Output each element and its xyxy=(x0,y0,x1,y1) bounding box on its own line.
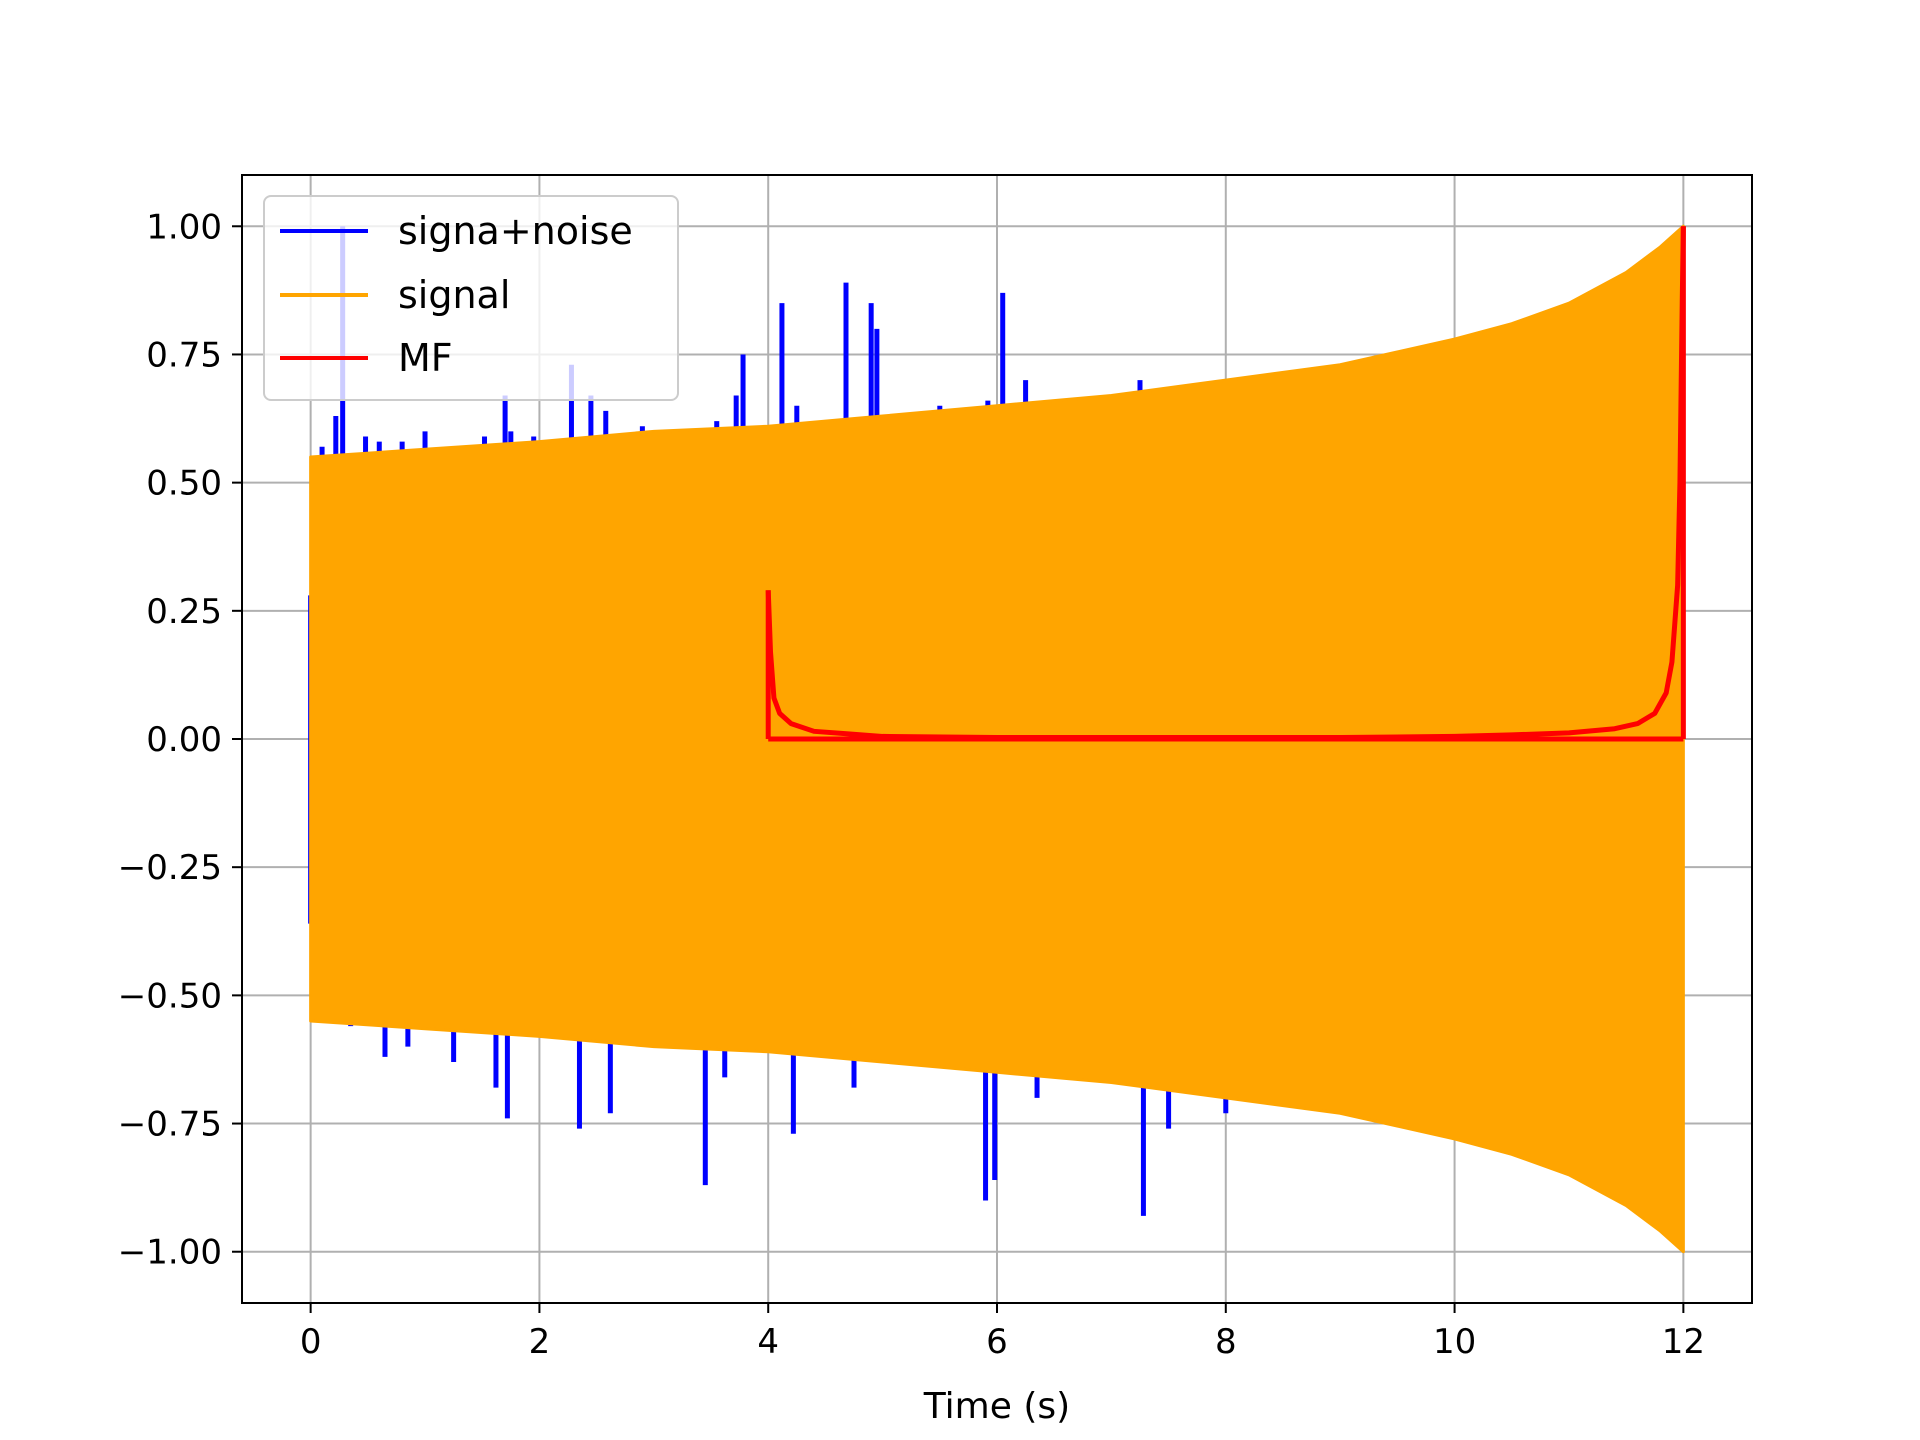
y-tick-label: 0.50 xyxy=(146,464,222,504)
y-tick-label: 0.25 xyxy=(146,592,222,632)
x-tick-label: 8 xyxy=(1215,1322,1237,1362)
legend-box xyxy=(263,195,679,401)
x-tick-label: 4 xyxy=(757,1322,779,1362)
legend: signa+noise signal MF xyxy=(263,195,679,401)
legend-label-signa-noise: signa+noise xyxy=(398,209,633,253)
series-layer xyxy=(308,224,1686,1254)
x-tick-label: 6 xyxy=(986,1322,1008,1362)
x-tick-label: 12 xyxy=(1662,1322,1705,1362)
y-tick-label: 0.75 xyxy=(146,335,222,375)
legend-entry-signal: signal xyxy=(280,273,510,317)
y-tick-label: −0.75 xyxy=(118,1105,222,1145)
legend-entry-signa-noise: signa+noise xyxy=(280,209,633,253)
y-tick-label: −1.00 xyxy=(118,1233,222,1273)
legend-entry-mf: MF xyxy=(280,336,453,380)
y-tick-label: −0.50 xyxy=(118,976,222,1016)
x-tick-label: 10 xyxy=(1433,1322,1476,1362)
y-axis-ticks: 1.00 0.75 0.50 0.25 0.00 −0.25 −0.50 −0.75 −1.00 xyxy=(118,207,242,1273)
x-axis-ticks: 0 2 4 6 8 10 12 xyxy=(300,1303,1705,1362)
legend-label-mf: MF xyxy=(398,336,453,380)
x-tick-label: 2 xyxy=(529,1322,551,1362)
y-tick-label: −0.25 xyxy=(118,848,222,888)
x-tick-label: 0 xyxy=(300,1322,322,1362)
legend-label-signal: signal xyxy=(398,273,510,317)
y-tick-label: 1.00 xyxy=(146,207,222,247)
y-tick-label: 0.00 xyxy=(146,720,222,760)
series-mf xyxy=(765,226,1686,742)
x-axis-label: Time (s) xyxy=(923,1386,1070,1427)
